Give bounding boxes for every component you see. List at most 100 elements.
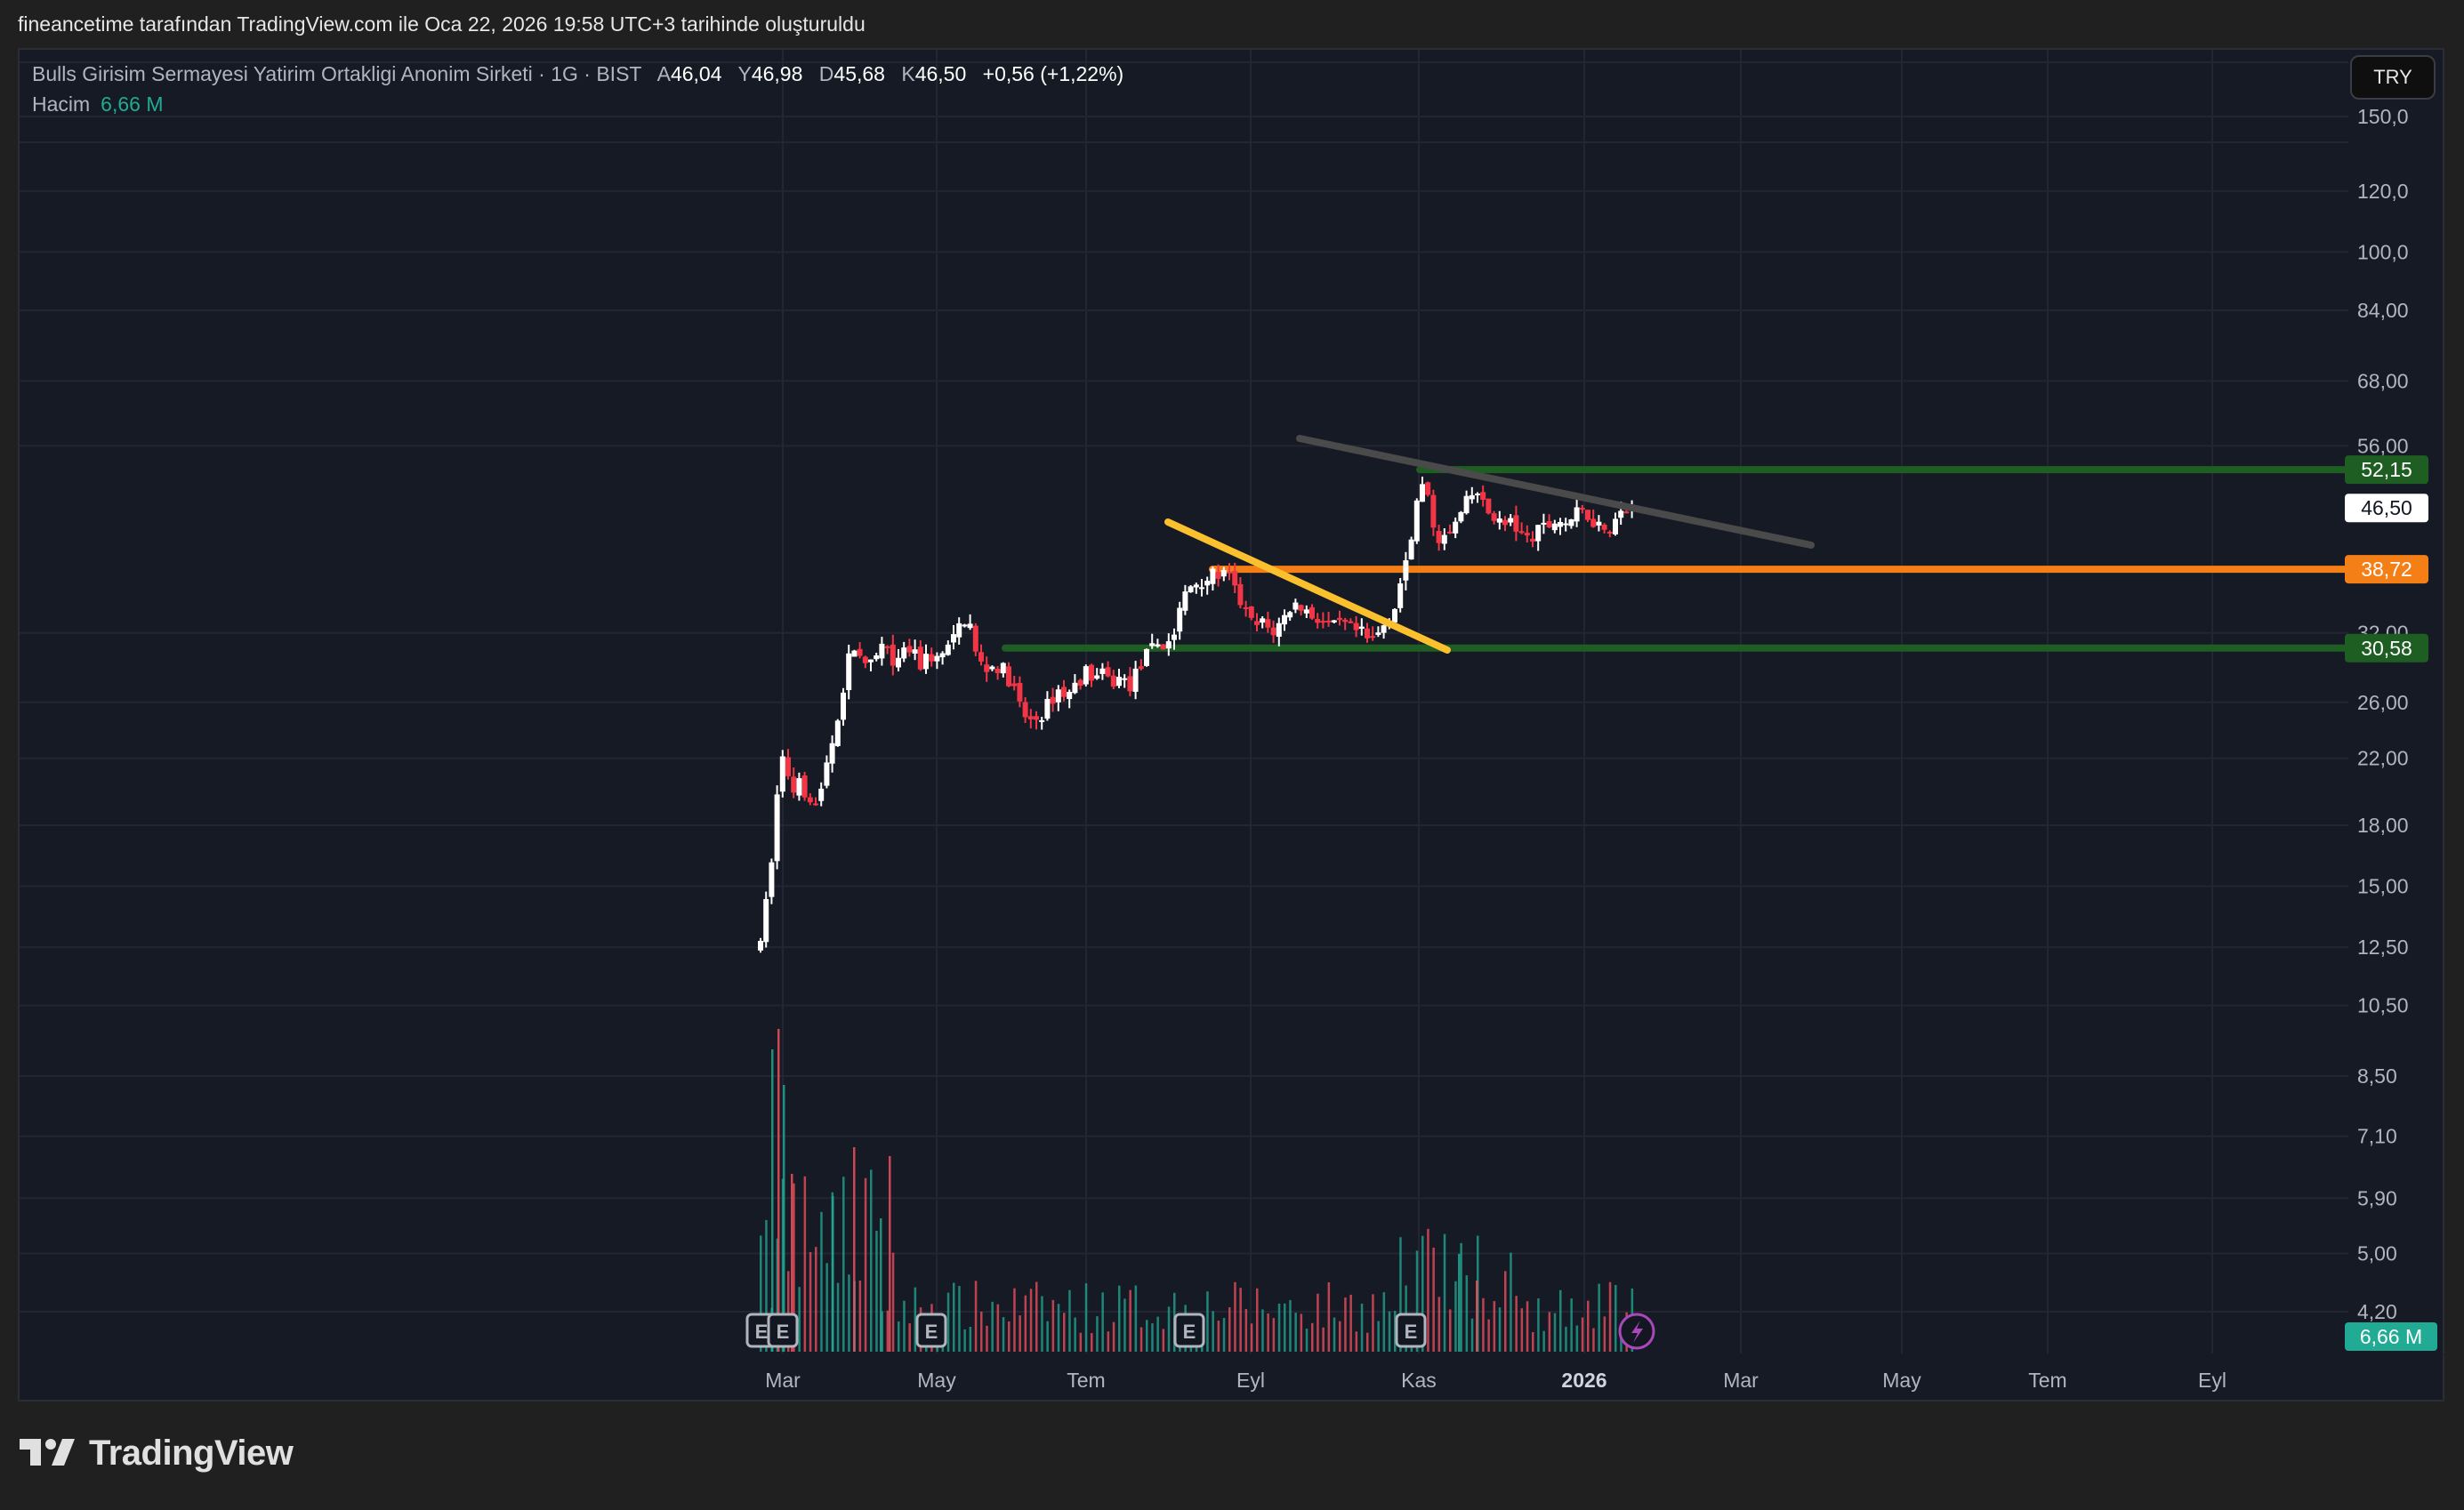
candle [962,624,968,627]
volume-bar [953,1282,955,1352]
candle [1325,620,1332,622]
candle [1243,606,1249,609]
candle [1227,571,1232,574]
volume-bar [1592,1328,1595,1352]
candle [929,654,935,662]
volume-bar [875,1231,878,1352]
volume-bar [986,1325,988,1352]
candle [1292,602,1299,610]
symbol-title[interactable]: Bulls Girisim Sermayesi Yatirim Ortaklig… [32,62,642,85]
candle [1022,702,1028,718]
volume-bar [1068,1289,1071,1352]
volume-bar [1035,1281,1038,1352]
candle [1463,495,1470,514]
volume-bar [903,1300,906,1352]
candle [1204,581,1211,586]
x-axis-label: Eyl [2198,1369,2226,1392]
candle [1160,644,1166,650]
volume-bar [1454,1281,1457,1352]
volume-bar [914,1287,917,1352]
volume-bar [1217,1321,1220,1352]
candle [1011,683,1018,687]
tradingview-logo[interactable]: TradingView [20,1434,294,1474]
candle [1585,510,1590,520]
candle [989,666,995,670]
candle [1458,511,1464,522]
volume-bar [825,1263,828,1352]
volume-bar [836,1282,840,1352]
candle [1606,532,1613,534]
x-axis-label: May [917,1369,956,1392]
candle [774,794,780,862]
volume-bar [908,1323,911,1352]
earnings-event-icon[interactable]: E [1395,1313,1427,1348]
currency-button[interactable]: TRY [2350,55,2436,100]
volume-label[interactable]: Hacim [32,92,91,116]
candle [1413,500,1420,542]
candle [906,646,913,653]
candle [1618,510,1624,518]
volume-bar [1118,1285,1121,1352]
volume-bar [1041,1296,1043,1352]
volume-bar [1051,1299,1055,1352]
chart-credit: fineancetime tarafından TradingView.com … [18,12,866,36]
candle [1149,643,1156,647]
volume-bar [1570,1298,1573,1352]
candle [939,653,946,658]
price-tag-label: 52,15 [2361,458,2412,481]
y-axis-label: 5,00 [2357,1242,2397,1265]
volume-bar [1327,1281,1331,1352]
volume-tag [2345,1322,2437,1351]
volume-bar [891,1252,895,1352]
volume-value: 6,66 M [101,92,164,116]
volume-bar [963,1329,966,1352]
volume-bar [1322,1327,1325,1352]
volume-bar [1339,1321,1341,1352]
candle [1530,538,1535,542]
candle [1232,570,1238,586]
svg-text:E: E [925,1321,938,1343]
chart-frame[interactable] [18,48,2444,1402]
y-axis-label: 7,10 [2357,1125,2397,1148]
volume-bar [1239,1288,1242,1352]
candle [1188,586,1194,592]
candle [1155,644,1161,647]
volume-bar [1504,1271,1507,1352]
candle [763,899,769,943]
dividend-event-icon[interactable] [1618,1313,1655,1350]
candle [862,656,868,663]
symbol-legend: Bulls Girisim Sermayesi Yatirim Ortaklig… [32,62,1123,86]
x-axis-label: Mar [1723,1369,1759,1392]
volume-bar [1305,1329,1308,1352]
earnings-event-icon[interactable]: E [1173,1313,1205,1348]
trendline[interactable] [1296,435,1815,549]
earnings-event-icon[interactable]: E [767,1313,799,1348]
candle [1370,636,1376,639]
svg-text:E: E [755,1321,769,1343]
volume-tag-label: 6,66 M [2360,1325,2422,1348]
candle [1574,507,1580,522]
volume-bar [809,1251,812,1352]
volume-bar [1515,1296,1518,1352]
price-tag [2345,633,2428,663]
volume-bar [1559,1289,1562,1352]
earnings-event-icon[interactable]: E [915,1313,947,1348]
candle [1408,539,1414,560]
candle [896,657,901,668]
volume-bar [1432,1248,1435,1352]
svg-text:E: E [1405,1321,1418,1343]
volume-bar [1084,1283,1088,1352]
close-label: K [901,62,915,85]
trendline[interactable] [1164,518,1451,654]
volume-bar [791,1174,793,1352]
candle [923,654,929,670]
candle [1496,518,1502,523]
volume-bar [881,1311,883,1352]
candle [1403,560,1409,581]
volume-bar [815,1247,817,1352]
volume-bar [991,1301,994,1352]
candle [1034,716,1039,720]
y-axis-label: 68,00 [2357,369,2409,392]
candle [1342,619,1349,622]
